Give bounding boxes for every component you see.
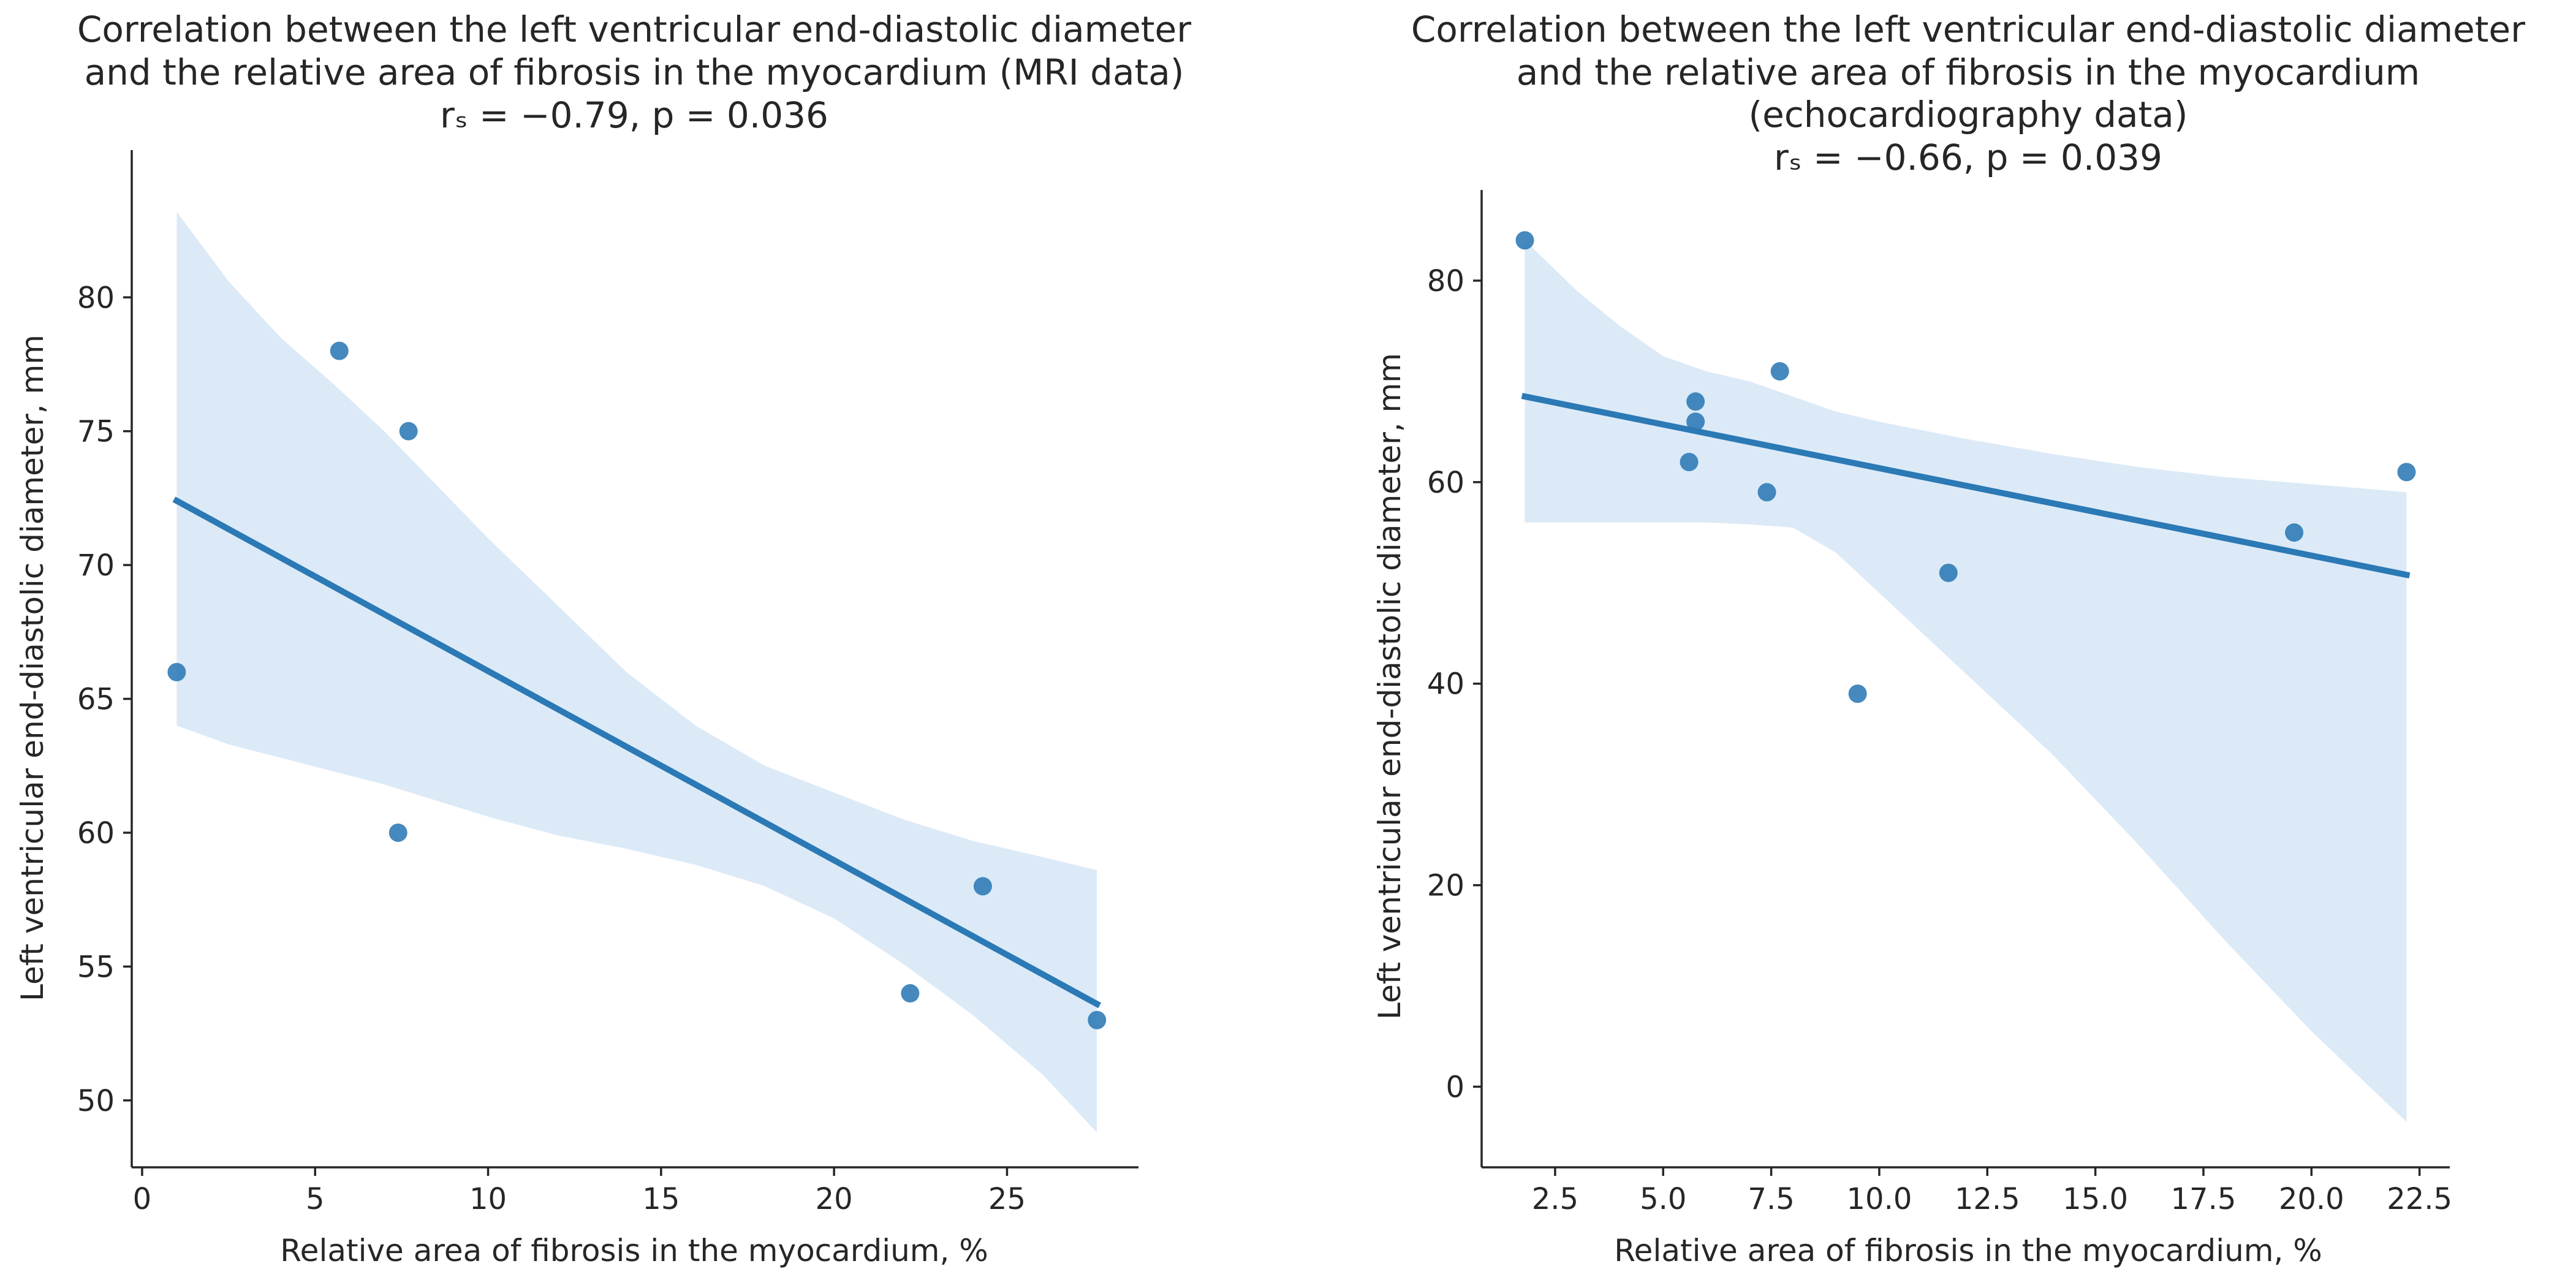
mri-x-axis-label: Relative area of fibrosis in the myocard…: [280, 1233, 988, 1268]
mri-x-tick-label: 15: [642, 1182, 680, 1216]
echo-chart: Correlation between the left ventricular…: [1372, 9, 2525, 1268]
mri-data-point-3: [388, 823, 407, 842]
echo-chart-title-line-4: rₛ = −0.66, p = 0.039: [1774, 137, 2162, 178]
mri-y-tick-label: 80: [77, 281, 115, 315]
echo-chart-title-line-1: Correlation between the left ventricular…: [1411, 9, 2525, 50]
echo-x-tick-label: 12.5: [1955, 1182, 2020, 1216]
mri-y-tick-label: 55: [77, 950, 115, 984]
echo-y-tick-label: 60: [1427, 466, 1464, 500]
mri-y-axis-label: Left ventricular end-diastolic diameter,…: [15, 335, 50, 1001]
mri-y-tick-label: 50: [77, 1084, 115, 1118]
echo-plot-area: [1515, 231, 2416, 1123]
echo-chart-title-line-2: and the relative area of fibrosis in the…: [1517, 51, 2420, 93]
echo-x-tick-label: 22.5: [2387, 1182, 2452, 1216]
mri-y-tick-label: 60: [77, 816, 115, 851]
mri-data-point-2: [330, 341, 349, 360]
echo-x-tick-label: 17.5: [2171, 1182, 2237, 1216]
echo-x-ticks: 2.5 5.0 7.5 10.0 12.5 15.0 17.5 20.0 22.5: [1532, 1167, 2452, 1216]
echo-data-point-8: [1939, 563, 1958, 582]
mri-data-point-5: [901, 984, 920, 1003]
echo-data-point-5: [1757, 483, 1776, 502]
echo-y-ticks: 0 20 40 60 80: [1427, 264, 1482, 1104]
mri-chart-title-line-2: and the relative area of fibrosis in the…: [85, 51, 1184, 93]
mri-data-point-6: [973, 877, 992, 896]
echo-data-point-6: [1770, 362, 1789, 381]
echo-chart-title-line-3: (echocardiography data): [1749, 94, 2188, 135]
mri-data-point-4: [399, 422, 418, 441]
mri-data-points: [167, 341, 1107, 1029]
echo-y-axis-label: Left ventricular end-diastolic diameter,…: [1372, 353, 1407, 1020]
echo-data-point-2: [1680, 452, 1699, 471]
echo-x-tick-label: 5.0: [1640, 1182, 1686, 1216]
mri-x-tick-label: 20: [816, 1182, 853, 1216]
mri-x-tick-label: 25: [988, 1182, 1026, 1216]
mri-x-tick-label: 10: [469, 1182, 507, 1216]
mri-y-tick-label: 65: [77, 683, 115, 717]
mri-x-tick-label: 0: [133, 1182, 152, 1216]
mri-y-ticks: 50 55 60 65 70 75 80: [77, 281, 132, 1118]
echo-y-tick-label: 80: [1427, 264, 1464, 298]
echo-x-axis-label: Relative area of fibrosis in the myocard…: [1614, 1233, 2322, 1268]
mri-y-tick-label: 75: [77, 415, 115, 449]
echo-x-tick-label: 2.5: [1532, 1182, 1578, 1216]
mri-y-tick-label: 70: [77, 548, 115, 583]
echo-x-tick-label: 10.0: [1846, 1182, 1912, 1216]
mri-chart: Correlation between the left ventricular…: [15, 9, 1191, 1268]
echo-y-tick-label: 40: [1427, 667, 1464, 702]
echo-data-point-1: [1515, 231, 1534, 250]
mri-regression-line: [172, 496, 1102, 1009]
echo-y-tick-label: 0: [1445, 1070, 1464, 1104]
mri-x-tick-label: 5: [306, 1182, 325, 1216]
echo-regression-line: [1521, 393, 2411, 579]
echo-data-points: [1515, 231, 2416, 703]
echo-x-tick-label: 7.5: [1748, 1182, 1794, 1216]
echo-x-tick-label: 20.0: [2279, 1182, 2344, 1216]
mri-x-ticks: 0 5 10 15 20 25: [133, 1167, 1026, 1216]
echo-confidence-band: [1525, 240, 2407, 1123]
echo-y-tick-label: 20: [1427, 869, 1464, 903]
echo-data-point-10: [2397, 463, 2416, 482]
echo-x-tick-label: 15.0: [2063, 1182, 2128, 1216]
mri-chart-title-line-3: rₛ = −0.79, p = 0.036: [440, 94, 828, 136]
echo-data-point-7: [1848, 684, 1867, 703]
mri-confidence-band: [176, 211, 1097, 1133]
echo-data-point-4: [1686, 392, 1705, 411]
mri-data-point-1: [167, 662, 186, 681]
echo-data-point-3: [1686, 412, 1705, 431]
mri-plot-area: [167, 211, 1107, 1133]
echo-data-point-9: [2285, 523, 2304, 542]
mri-data-point-7: [1088, 1010, 1107, 1029]
mri-chart-title-line-1: Correlation between the left ventricular…: [77, 9, 1191, 50]
